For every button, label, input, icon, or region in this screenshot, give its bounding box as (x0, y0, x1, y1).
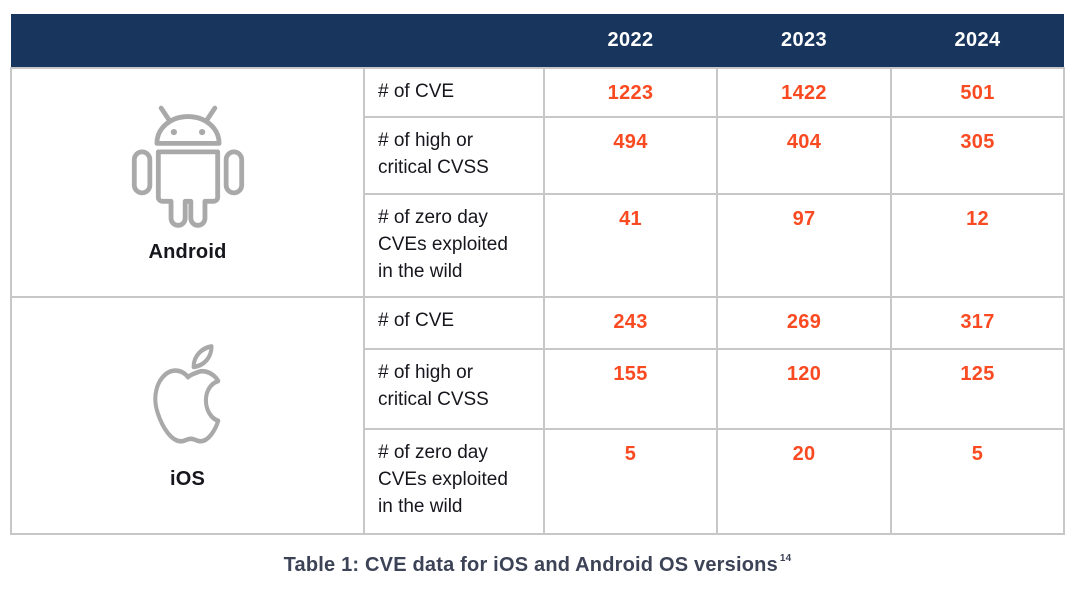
value-ios-zeroday-2023: 20 (716, 427, 892, 535)
value-ios-cve-2023: 269 (716, 295, 892, 350)
table-row: # of zero day CVEs exploited in the wild… (11, 193, 1065, 298)
header-year-2022: 2022 (544, 14, 717, 68)
table-row: Android # of CVE 1223 1422 501 (10, 67, 1065, 298)
header-year-2023: 2023 (717, 14, 891, 68)
value-android-zeroday-2024: 12 (890, 193, 1065, 298)
os-label-android: Android (148, 240, 227, 263)
value-android-zeroday-2023: 97 (716, 193, 892, 298)
value-android-zeroday-2022: 41 (543, 193, 718, 298)
metric-label: # of CVE (363, 67, 545, 118)
table-row: iOS # of CVE 243 269 317 (10, 295, 1065, 535)
header-year-2024: 2024 (891, 14, 1064, 68)
value-android-cve-2023: 1422 (716, 67, 892, 118)
caption-footnote: 14 (779, 553, 792, 565)
metric-label: # of zero day CVEs exploited in the wild (363, 427, 545, 535)
value-android-cvss-2022: 494 (543, 116, 718, 195)
metric-label: # of high or critical CVSS (363, 347, 545, 430)
os-label-ios: iOS (169, 467, 206, 490)
value-ios-cvss-2022: 155 (543, 347, 718, 430)
value-ios-cvss-2023: 120 (716, 347, 892, 430)
table-row: # of high or critical CVSS 494 404 305 (11, 116, 1065, 195)
metric-label: # of zero day CVEs exploited in the wild (363, 193, 545, 298)
value-ios-zeroday-2024: 5 (890, 427, 1065, 535)
value-ios-zeroday-2022: 5 (543, 427, 718, 535)
value-android-cve-2022: 1223 (543, 67, 718, 118)
table-header-row: 2022 2023 2024 (11, 14, 1064, 68)
table-caption: Table 1: CVE data for iOS and Android OS… (0, 553, 1075, 577)
apple-icon (152, 344, 220, 444)
value-ios-cvss-2024: 125 (890, 347, 1065, 430)
value-ios-cve-2022: 243 (543, 295, 718, 350)
ios-os-cell: iOS (10, 295, 365, 535)
table-row: # of high or critical CVSS 155 120 125 (11, 347, 1065, 430)
metric-label: # of CVE (363, 295, 545, 350)
value-android-cve-2024: 501 (890, 67, 1065, 118)
caption-text: Table 1: CVE data for iOS and Android OS… (283, 554, 778, 576)
table-row: # of zero day CVEs exploited in the wild… (11, 427, 1065, 535)
value-android-cvss-2023: 404 (716, 116, 892, 195)
android-os-cell: Android (10, 67, 365, 298)
header-empty-metric (364, 14, 544, 68)
metric-label: # of high or critical CVSS (363, 116, 545, 195)
android-icon (131, 105, 244, 228)
cve-table: 2022 2023 2024 (10, 14, 1065, 535)
value-ios-cve-2024: 317 (890, 295, 1065, 350)
value-android-cvss-2024: 305 (890, 116, 1065, 195)
header-empty-os (11, 14, 364, 68)
